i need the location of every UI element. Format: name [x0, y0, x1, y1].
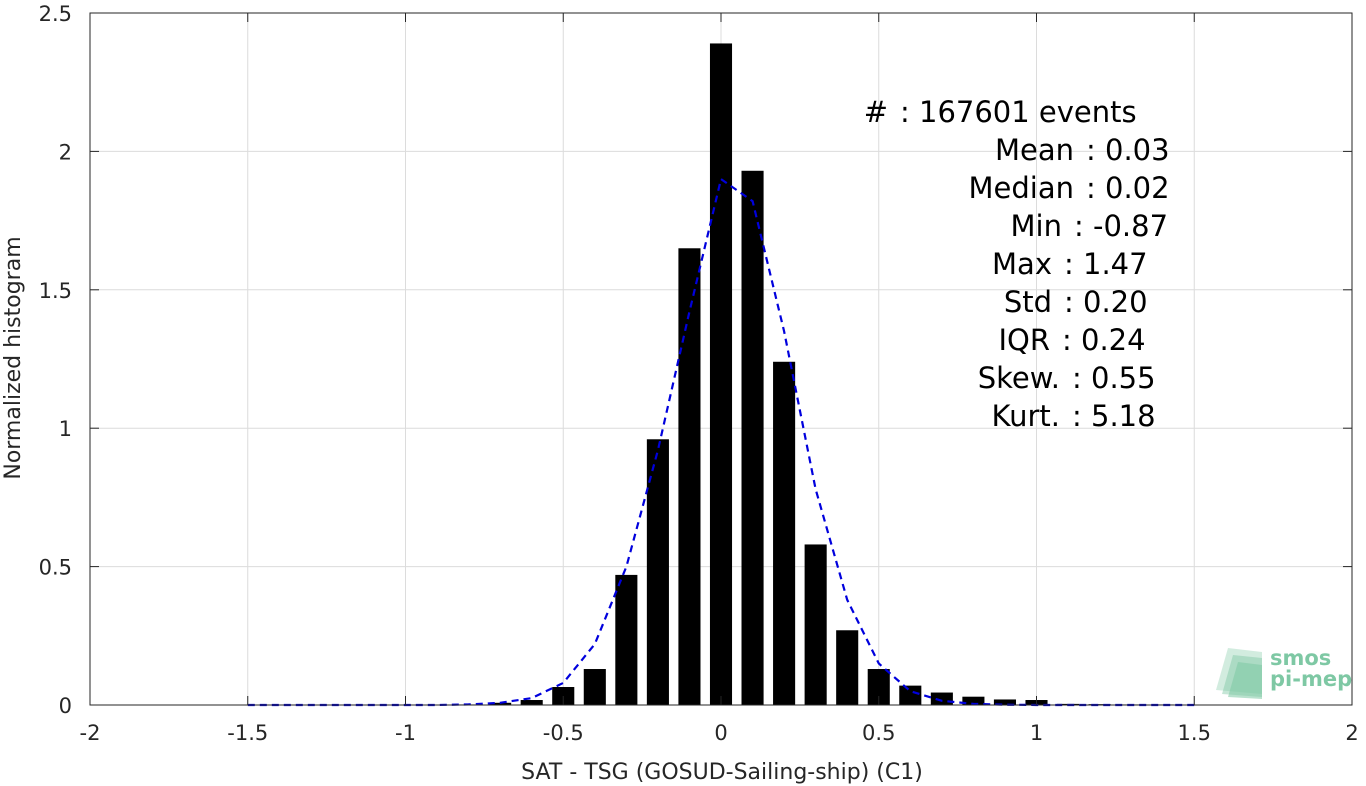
x-tick-label: 1 [1030, 721, 1043, 745]
stat-label: Kurt. [992, 399, 1060, 433]
histogram-bar [520, 700, 543, 705]
y-tick-labels: 0 0.5 1 1.5 2 2.5 [39, 2, 72, 718]
x-tick-labels: -2 -1.5 -1 -0.5 0 0.5 1 1.5 2 [80, 721, 1359, 745]
histogram-bar [899, 685, 922, 705]
stat-label: Std [1004, 285, 1052, 319]
histogram-bar [962, 696, 985, 705]
y-axis-label: Normalized histogram [1, 236, 26, 479]
smos-pi-mep-logo: smos pi-mep [1216, 646, 1352, 699]
stat-value: : 1.47 [1064, 247, 1148, 281]
histogram-bar [678, 248, 701, 705]
stat-label: # [864, 95, 888, 129]
stat-value: : 0.55 [1072, 361, 1156, 395]
histogram-bars [457, 43, 1206, 705]
histogram-bar [615, 574, 638, 705]
logo-icon [1216, 648, 1262, 699]
histogram-bar [930, 692, 953, 705]
stat-value: : 0.02 [1086, 171, 1170, 205]
histogram-bar [773, 361, 796, 705]
x-tick-label: 0 [714, 721, 727, 745]
histogram-bar [836, 630, 859, 705]
x-tick-label: 1.5 [1178, 721, 1211, 745]
y-tick-label: 2 [59, 140, 72, 164]
stat-label: Mean [995, 133, 1074, 167]
stat-label: Min [1011, 209, 1062, 243]
x-tick-label: -0.5 [543, 721, 584, 745]
axes [89, 12, 1353, 706]
stat-value: : 0.24 [1062, 323, 1146, 357]
logo-line-1: smos [1270, 646, 1331, 670]
histogram-bar [709, 43, 733, 705]
histogram-bar [646, 439, 669, 705]
histogram-bar [804, 544, 827, 705]
stat-label: IQR [998, 323, 1050, 357]
stat-value: : 0.03 [1086, 133, 1170, 167]
x-tick-label: -2 [80, 721, 101, 745]
stat-value: : 167601 events [900, 95, 1137, 129]
stat-value: : -0.87 [1074, 209, 1168, 243]
histogram-bar [867, 669, 890, 705]
x-tick-label: 0.5 [862, 721, 895, 745]
x-tick-label: 2 [1345, 721, 1358, 745]
stat-value: : 5.18 [1072, 399, 1156, 433]
x-tick-label: -1.5 [227, 721, 268, 745]
stat-value: : 0.20 [1064, 285, 1148, 319]
stat-label: Median [969, 171, 1074, 205]
y-tick-label: 0.5 [39, 556, 72, 580]
y-tick-label: 0 [59, 694, 72, 718]
x-axis-label: SAT - TSG (GOSUD-Sailing-ship) (C1) [521, 760, 923, 785]
y-tick-label: 2.5 [39, 2, 72, 26]
stat-label: Max [992, 247, 1052, 281]
histogram-bar [993, 699, 1016, 705]
y-tick-label: 1 [59, 417, 72, 441]
histogram-bar [741, 170, 764, 705]
stat-label: Skew. [978, 361, 1060, 395]
logo-line-2: pi-mep [1270, 667, 1352, 691]
histogram-bar [583, 669, 606, 705]
statistics-annotation: # : 167601 events Mean : 0.03 Median : 0.02 Mi… [864, 95, 1170, 433]
y-tick-label: 1.5 [39, 279, 72, 303]
x-tick-label: -1 [395, 721, 416, 745]
